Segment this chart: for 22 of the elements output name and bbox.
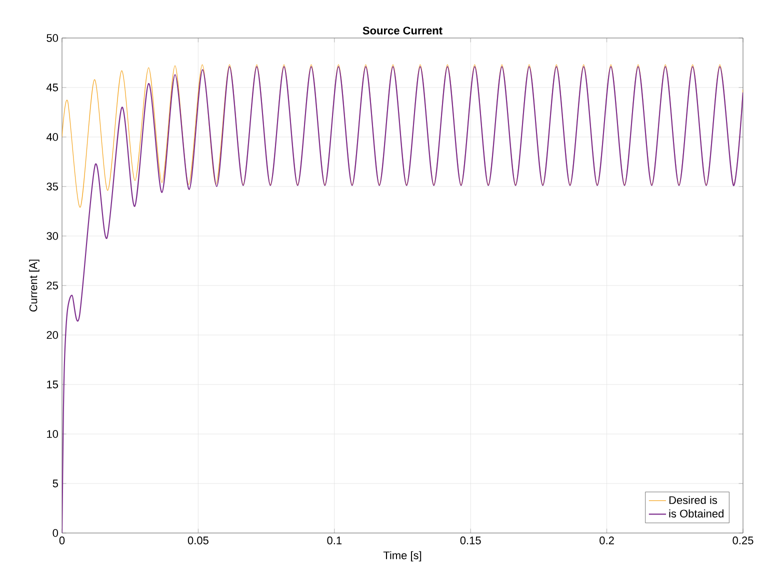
y-tick-label: 30 [46, 232, 58, 240]
x-tick-label: 0.1 [327, 536, 342, 544]
y-tick-label: 50 [46, 34, 58, 42]
y-axis-title: Current [A] [29, 260, 40, 312]
y-tick-label: 45 [46, 84, 58, 92]
y-tick-label: 15 [47, 380, 58, 388]
legend-label: is Obtained [669, 509, 724, 518]
y-tick-label: 40 [46, 133, 58, 141]
x-tick-label: 0.05 [188, 536, 208, 544]
x-tick-label: 0.2 [600, 536, 614, 544]
chart-title: Source Current [362, 26, 442, 34]
x-tick-label: 0.15 [460, 536, 481, 544]
y-tick-label: 35 [46, 182, 58, 190]
x-tick-label: 0.25 [732, 536, 754, 544]
y-tick-label: 0 [52, 529, 58, 537]
y-tick-label: 10 [47, 430, 58, 438]
y-tick-label: 5 [52, 480, 58, 488]
y-tick-label: 20 [46, 331, 58, 339]
legend-label: Desired is [669, 496, 718, 504]
x-tick-label: 0 [59, 536, 65, 544]
y-tick-label: 25 [46, 282, 58, 290]
x-axis-title: Time [s] [383, 551, 422, 562]
